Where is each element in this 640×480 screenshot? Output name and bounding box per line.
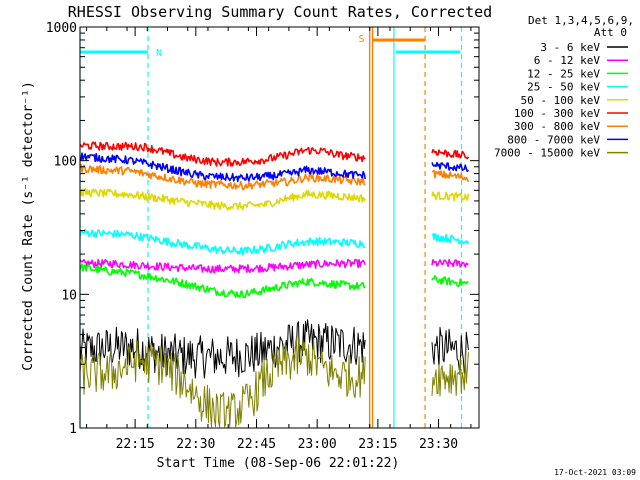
- legend-header-2: Att 0: [594, 26, 627, 39]
- legend-label-6: 300 - 800 keV: [514, 120, 600, 133]
- series-line-2: [79, 263, 469, 299]
- legend-label-2: 12 - 25 keV: [527, 67, 600, 80]
- legend-label-8: 7000 - 15000 keV: [494, 147, 600, 160]
- x-tick-label-3: 23:00: [298, 437, 337, 452]
- chart-title: RHESSI Observing Summary Count Rates, Co…: [68, 3, 492, 21]
- series-line-3: [79, 228, 470, 256]
- legend-label-5: 100 - 300 keV: [514, 107, 600, 120]
- legend-header-1: Det 1,3,4,5,6,9,: [528, 14, 634, 27]
- y-axis-label: Corrected Count Rate (s⁻¹ detector⁻¹): [21, 81, 36, 371]
- night-flag-label: N: [156, 48, 162, 59]
- legend-label-7: 800 - 7000 keV: [507, 133, 600, 146]
- legend-label-1: 6 - 12 keV: [534, 54, 601, 67]
- series-line-5: [79, 141, 470, 167]
- series-line-1: [79, 258, 469, 274]
- series-line-7: [79, 152, 469, 183]
- x-tick-label-1: 22:30: [176, 437, 215, 452]
- y-tick-label-1: 10: [61, 288, 77, 303]
- x-tick-label-2: 22:45: [237, 437, 276, 452]
- plot-frame: [79, 26, 480, 429]
- legend-label-0: 3 - 6 keV: [540, 41, 600, 54]
- x-tick-label-4: 23:15: [358, 437, 397, 452]
- x-tick-label-0: 22:15: [116, 437, 155, 452]
- legend-label-3: 25 - 50 keV: [527, 81, 600, 94]
- y-tick-label-0: 1: [69, 422, 77, 437]
- series-layer: [79, 141, 470, 428]
- saa-flag-label: S: [358, 34, 364, 45]
- legend-label-4: 50 - 100 keV: [521, 94, 601, 107]
- y-tick-label-2: 100: [54, 155, 77, 170]
- series-line-8: [79, 337, 469, 428]
- x-tick-label-5: 23:30: [419, 437, 458, 452]
- series-line-4: [79, 187, 470, 211]
- footer-date: 17-Oct-2021 03:09: [554, 468, 636, 477]
- axes: 1 10 100 1000 22:15 22:30 22:45 23:00 23:15 23:30: [46, 21, 480, 452]
- y-tick-label-3: 1000: [46, 21, 77, 36]
- x-axis-label: Start Time (08-Sep-06 22:01:22): [157, 456, 400, 471]
